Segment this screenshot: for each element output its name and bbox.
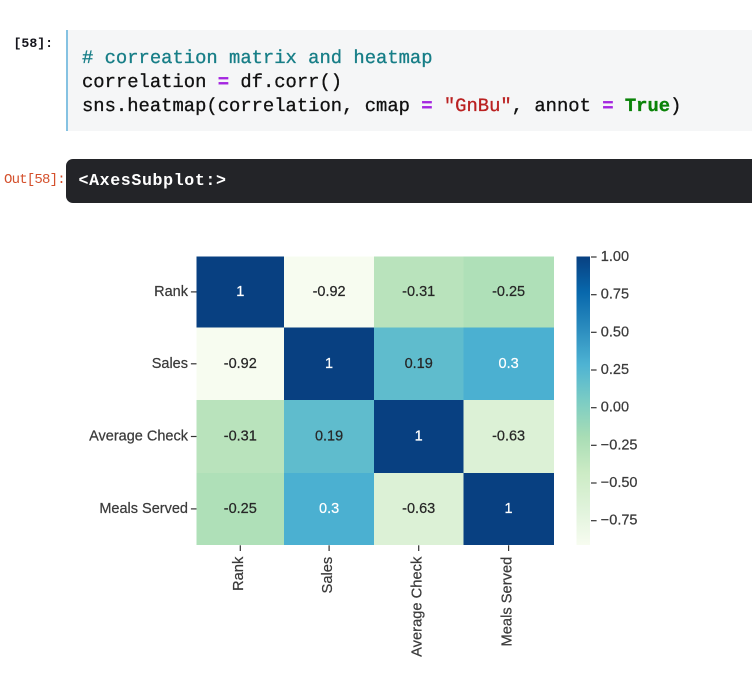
svg-text:0.19: 0.19 <box>315 429 343 445</box>
svg-text:0.19: 0.19 <box>405 356 433 372</box>
svg-text:-0.25: -0.25 <box>492 284 525 300</box>
svg-text:-0.92: -0.92 <box>313 284 346 300</box>
svg-text:-0.31: -0.31 <box>224 429 257 445</box>
svg-text:−0.75: −0.75 <box>601 513 638 529</box>
svg-text:1: 1 <box>415 429 423 445</box>
svg-text:-0.31: -0.31 <box>402 284 435 300</box>
svg-text:1: 1 <box>325 356 333 372</box>
svg-text:-0.92: -0.92 <box>224 356 257 372</box>
svg-text:Meals Served: Meals Served <box>99 501 188 517</box>
svg-text:1: 1 <box>236 284 244 300</box>
svg-text:Average Check: Average Check <box>89 429 189 445</box>
svg-text:0.25: 0.25 <box>601 362 629 378</box>
svg-text:-0.63: -0.63 <box>492 429 525 445</box>
svg-text:Sales: Sales <box>152 356 188 372</box>
svg-text:-0.25: -0.25 <box>224 501 257 517</box>
svg-text:Rank: Rank <box>154 284 189 300</box>
svg-text:−0.50: −0.50 <box>601 475 638 491</box>
svg-text:0.3: 0.3 <box>499 356 519 372</box>
svg-text:Meals Served: Meals Served <box>499 557 515 647</box>
svg-text:1: 1 <box>505 501 513 517</box>
svg-text:-0.63: -0.63 <box>402 501 435 517</box>
svg-text:0.75: 0.75 <box>601 287 629 303</box>
svg-text:Average Check: Average Check <box>410 556 426 657</box>
svg-text:0.00: 0.00 <box>601 400 629 416</box>
svg-text:0.3: 0.3 <box>319 501 339 517</box>
svg-text:1.00: 1.00 <box>601 249 629 265</box>
svg-text:−0.25: −0.25 <box>601 437 638 453</box>
svg-text:Sales: Sales <box>320 557 336 594</box>
svg-text:0.50: 0.50 <box>601 324 629 340</box>
svg-text:Rank: Rank <box>231 556 247 591</box>
